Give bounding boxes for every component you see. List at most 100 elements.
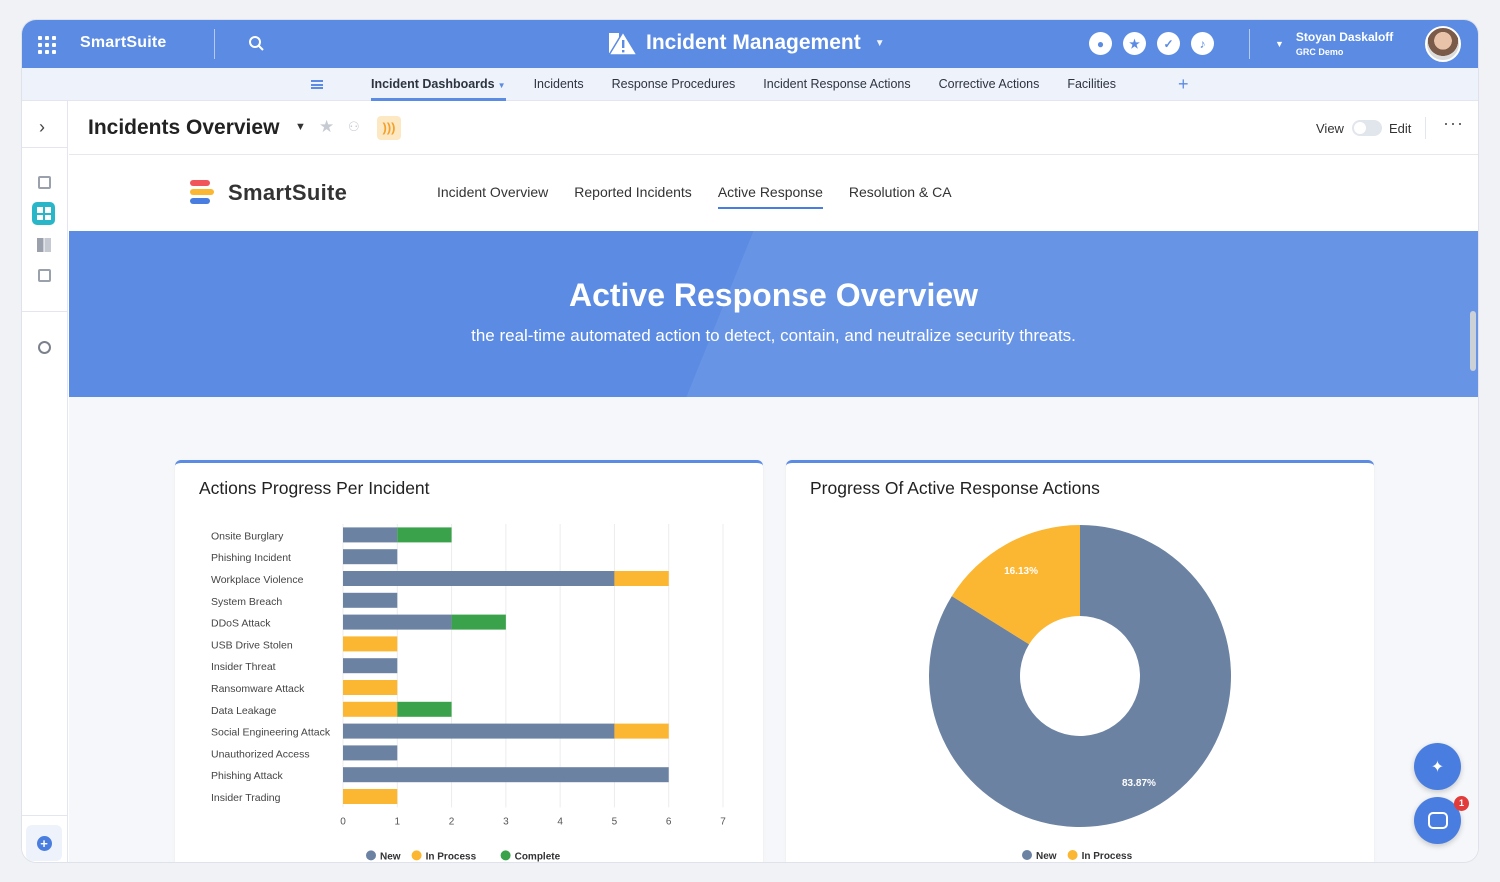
sparkle-icon: ✦: [1430, 758, 1445, 776]
nav-item-facilities[interactable]: Facilities: [1053, 68, 1130, 101]
bar-chart: 0 1 2 3 4 5 6 7 Onsite Burglary Phishing Incident…: [211, 524, 726, 862]
view-edit-toggle[interactable]: [1352, 120, 1382, 136]
category-label: Ransomware Attack: [211, 683, 305, 695]
nav-item-label: Incident Dashboards: [371, 77, 495, 91]
toolbar-icons: ● ★ ✓ ♪: [1089, 32, 1214, 55]
legend-marker: [411, 850, 422, 861]
pie-slice: [951, 525, 1080, 645]
nav-item-label: Corrective Actions: [938, 77, 1040, 91]
category-label: USB Drive Stolen: [211, 639, 293, 651]
bar-segment: [343, 571, 615, 586]
hero-banner: Active Response Overview the real-time a…: [69, 231, 1478, 397]
divider: [22, 147, 68, 148]
team-icon[interactable]: ●: [1089, 32, 1112, 55]
bar-segment: [451, 614, 506, 630]
user-menu[interactable]: ▼ Stoyan Daskaloff GRC Demo: [1275, 30, 1393, 57]
star-badge-icon[interactable]: ★: [1123, 32, 1146, 55]
x-tick-label: 4: [557, 816, 563, 827]
hamburger-menu-icon[interactable]: [311, 80, 323, 89]
bar-segment: [343, 701, 398, 717]
document-icon[interactable]: [38, 176, 51, 189]
avatar[interactable]: [1425, 26, 1461, 62]
nav-item-response-procedures[interactable]: Response Procedures: [598, 68, 750, 101]
bar-segment: [343, 723, 615, 739]
app-title-switcher[interactable]: Incident Management ▼: [608, 30, 885, 56]
nav-item-corrective-actions[interactable]: Corrective Actions: [925, 68, 1054, 101]
bar-segment: [343, 592, 398, 608]
nav-items: Incident Dashboards ▼ Incidents Response Pr…: [357, 68, 1130, 101]
x-tick-label: 1: [395, 816, 401, 827]
view-label: View: [1316, 121, 1344, 136]
divider: [22, 311, 68, 312]
category-label: Data Leakage: [211, 705, 277, 717]
pie-slice: [929, 525, 1231, 827]
category-label: Unauthorized Access: [211, 748, 310, 760]
search-icon[interactable]: [248, 35, 264, 51]
bar-segment: [343, 745, 398, 761]
category-label: Phishing Attack: [211, 770, 284, 782]
dashboard: SmartSuite Incident Overview Reported Inc…: [69, 156, 1478, 862]
tab-reported-incidents[interactable]: Reported Incidents: [574, 184, 692, 200]
bar-segment: [343, 614, 452, 630]
x-tick-label: 7: [720, 816, 726, 827]
nav-item-incident-dashboards[interactable]: Incident Dashboards ▼: [357, 68, 520, 101]
check-icon[interactable]: ✓: [1157, 32, 1180, 55]
ai-assistant-button[interactable]: ✦: [1414, 743, 1461, 790]
bar-segment: [343, 549, 398, 565]
category-label: Insider Trading: [211, 792, 281, 804]
add-button[interactable]: +: [26, 825, 62, 861]
chevron-down-icon[interactable]: ▼: [295, 121, 306, 133]
tab-incident-overview[interactable]: Incident Overview: [437, 184, 549, 200]
legend-label: New: [380, 851, 401, 862]
bell-icon[interactable]: ♪: [1191, 32, 1214, 55]
apps-grid-icon[interactable]: [38, 36, 56, 54]
category-label: System Breach: [211, 596, 282, 608]
legend-marker: [366, 850, 376, 861]
more-options-icon[interactable]: ···: [1443, 113, 1464, 133]
bar-segment: [343, 680, 398, 695]
nav-item-label: Response Procedures: [611, 77, 736, 91]
divider: [22, 815, 68, 816]
chevron-right-icon[interactable]: ›: [39, 117, 45, 137]
bar-segment: [397, 527, 452, 543]
brand-name[interactable]: SmartSuite: [80, 34, 167, 51]
nav-item-incident-response-actions[interactable]: Incident Response Actions: [749, 68, 924, 101]
category-label: Workplace Violence: [211, 574, 304, 586]
slice-label: 16.13%: [1004, 566, 1038, 577]
shared-users-icon[interactable]: ⚇: [348, 119, 360, 134]
chat-icon: [1427, 812, 1448, 829]
dashboard-nav: SmartSuite Incident Overview Reported Inc…: [69, 156, 1478, 231]
star-icon[interactable]: ★: [319, 117, 335, 136]
legend-marker: [500, 850, 511, 861]
notification-badge: 1: [1454, 796, 1469, 811]
add-table-button[interactable]: +: [1178, 74, 1189, 94]
chevron-down-icon: ▼: [497, 81, 506, 90]
layout-icon[interactable]: [37, 238, 51, 252]
tab-resolution-ca[interactable]: Resolution & CA: [848, 184, 952, 200]
x-tick-label: 6: [666, 816, 672, 827]
user-circle-icon[interactable]: [38, 341, 51, 354]
scrollbar[interactable]: [1470, 311, 1476, 371]
bar-segment: [343, 658, 398, 674]
page-title[interactable]: Incidents Overview: [88, 116, 280, 139]
rss-icon[interactable]: ))): [377, 116, 401, 140]
x-tick-label: 0: [340, 816, 346, 827]
bar-segment: [343, 767, 669, 783]
app-title: Incident Management: [646, 31, 861, 54]
chat-button[interactable]: [1414, 797, 1461, 844]
smartsuite-logo-icon: [190, 180, 214, 206]
x-tick-label: 2: [449, 816, 455, 827]
nav-item-incidents[interactable]: Incidents: [520, 68, 598, 101]
divider: [1249, 29, 1250, 59]
logo-text: SmartSuite: [228, 180, 348, 205]
divider: [214, 29, 215, 59]
dashboard-icon[interactable]: [32, 202, 55, 225]
bar-segment: [343, 789, 398, 804]
solution-nav: Incident Dashboards ▼ Incidents Response Pr…: [22, 68, 1478, 101]
hero-title: Active Response Overview: [568, 277, 979, 313]
tab-active-response[interactable]: Active Response: [705, 184, 836, 209]
page-header: Incidents Overview ▼ ★ ⚇ ))) View Edit ·…: [69, 101, 1478, 155]
dashboard-tabs: Incident Overview Reported Incidents Activ…: [424, 184, 965, 209]
legend-marker: [1067, 850, 1078, 860]
report-icon[interactable]: [38, 269, 51, 282]
